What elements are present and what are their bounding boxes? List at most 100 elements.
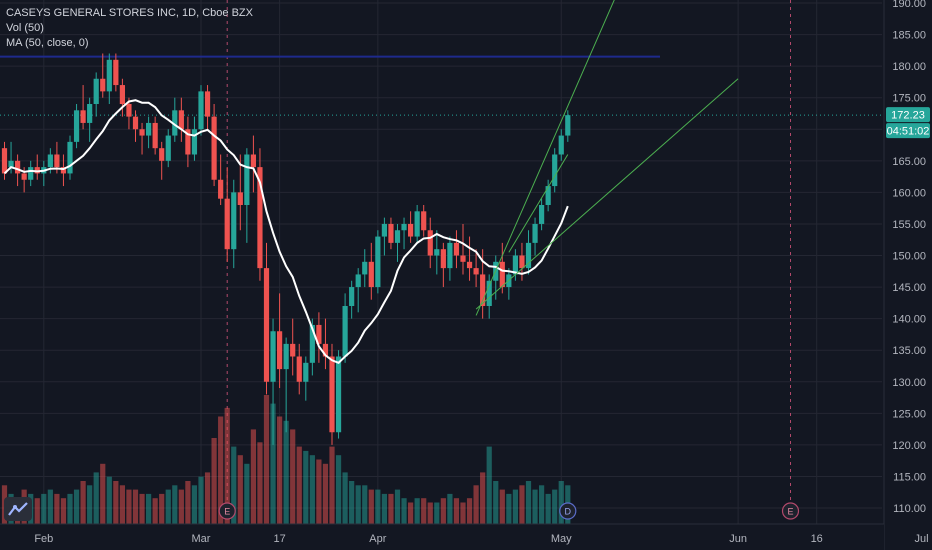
candle-body (447, 242, 453, 269)
ma-indicator-label[interactable]: MA (50, close, 0) (6, 37, 89, 49)
candle-body (139, 129, 145, 136)
volume-bar (257, 442, 263, 524)
volume-bar (532, 489, 538, 524)
trend-channel-line (475, 78, 739, 310)
volume-indicator-label[interactable]: Vol (50) (6, 22, 44, 34)
candle-body (263, 268, 270, 382)
candle-body (335, 356, 342, 433)
y-tick-label: 165.00 (892, 156, 926, 168)
y-tick-label: 115.00 (893, 471, 926, 483)
candle-body (349, 287, 355, 306)
candle-body (15, 160, 21, 174)
candle-body (172, 110, 178, 136)
candle-body (355, 274, 361, 288)
y-tick-label: 110.00 (893, 503, 926, 515)
candle-body (486, 280, 492, 306)
volume-bar (408, 502, 414, 524)
volume-bar (381, 493, 387, 524)
candle-body (185, 129, 191, 155)
candle-body (159, 148, 165, 161)
volume-bar (480, 472, 486, 524)
candle-body (47, 154, 53, 168)
candle-body (224, 198, 230, 250)
volume-bar (224, 407, 230, 524)
symbol-title[interactable]: CASEYS GENERAL STORES INC, 1D, Cboe BZX (6, 7, 253, 19)
y-tick-label: 125.00 (892, 408, 926, 420)
volume-bar (349, 481, 355, 524)
volume-bar (152, 498, 158, 524)
volume-bar (263, 395, 270, 524)
volume-bar (198, 476, 204, 524)
volume-bar (434, 502, 440, 524)
marker-circle (781, 502, 800, 520)
volume-bar (525, 481, 532, 524)
candle-body (93, 78, 99, 104)
volume-bar (172, 485, 178, 524)
candle-body (394, 230, 401, 243)
candle-body (198, 91, 204, 130)
y-tick-label: 145.00 (892, 282, 926, 294)
volume-bar (93, 472, 99, 524)
volume-bar (453, 498, 460, 524)
volume-bar (421, 498, 427, 524)
candle-body (381, 223, 387, 237)
candle-body (250, 154, 256, 168)
candle-body (54, 154, 60, 168)
volume-bar (113, 481, 119, 524)
candle-body (565, 115, 571, 136)
candle-body (362, 261, 368, 275)
dividend-marker[interactable]: D (559, 502, 577, 520)
candle-body (1, 148, 8, 174)
volume-bar (54, 493, 60, 524)
candle-body (244, 154, 250, 205)
earnings-marker[interactable]: E (218, 502, 236, 520)
candle-body (532, 223, 538, 243)
marker-label: D (565, 507, 572, 517)
candle-body (421, 211, 427, 231)
candle-body (165, 135, 171, 161)
volume-bar (250, 429, 256, 524)
candle-body (401, 223, 407, 231)
volume-bar (355, 485, 361, 524)
time-axis (0, 524, 884, 550)
x-tick-label: 17 (273, 533, 285, 545)
volume-bar (447, 493, 453, 524)
candle-body (28, 167, 34, 180)
marker-label: E (787, 507, 793, 517)
volume-bar (290, 429, 296, 524)
tradingview-logo-icon[interactable] (4, 497, 32, 521)
earnings-marker[interactable]: E (781, 502, 800, 520)
candle-body (178, 110, 184, 130)
y-tick-label: 140.00 (892, 314, 926, 326)
marker-label: E (224, 507, 230, 517)
volume-bar (73, 489, 80, 524)
volume-bar (67, 493, 73, 524)
trend-channel-line (508, 154, 569, 253)
candle-body (80, 110, 86, 123)
candle-body (132, 116, 139, 130)
x-tick-label: Feb (34, 533, 53, 545)
candle-body (466, 261, 473, 269)
candle-body (277, 331, 283, 370)
marker-circle (218, 502, 236, 520)
candle-body (119, 85, 125, 104)
price-tag (886, 107, 930, 123)
volume-bar (493, 481, 499, 524)
volume-bar (34, 498, 40, 524)
volume-bar (283, 420, 289, 524)
volume-bar (440, 498, 446, 524)
price-tag-label: 172.23 (891, 110, 925, 122)
volume-bar (499, 489, 505, 524)
volume-bar (329, 446, 335, 524)
volume-bar (558, 481, 564, 524)
volume-bar (375, 489, 381, 524)
volume-bar (159, 493, 165, 524)
volume-bar (303, 450, 309, 524)
candle-body (440, 249, 446, 269)
legend: CASEYS GENERAL STORES INC, 1D, Cboe BZX … (6, 6, 253, 51)
candle-body (60, 167, 67, 174)
volume-bar (473, 485, 479, 524)
marker-circle (559, 502, 577, 520)
volume-bar (512, 489, 518, 524)
